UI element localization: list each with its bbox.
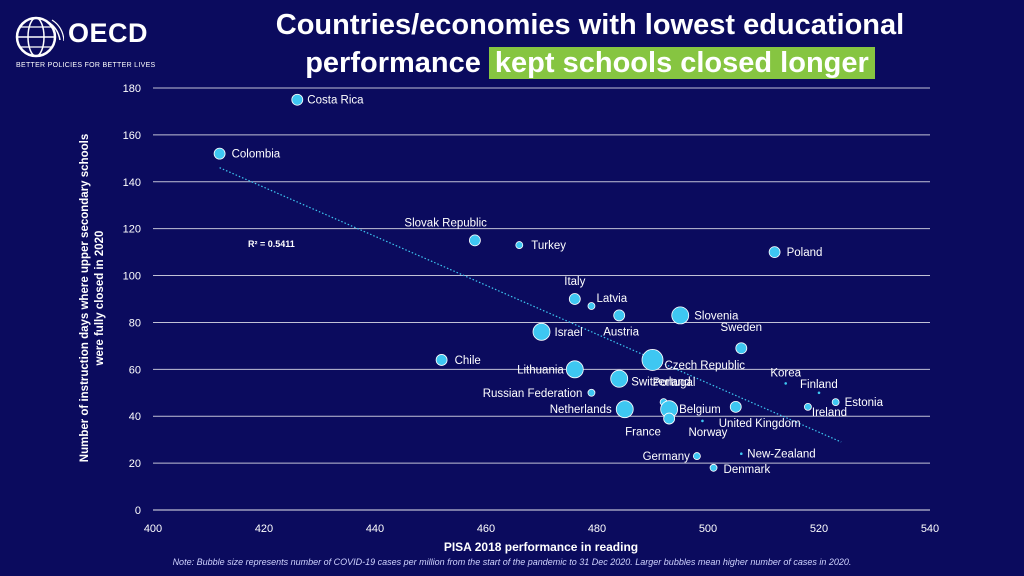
point-finland bbox=[817, 391, 821, 395]
y-tick-80: 80 bbox=[129, 317, 141, 329]
point-label-finland: Finland bbox=[800, 379, 838, 391]
point-denmark bbox=[709, 463, 718, 472]
point-label-switzerland: Switzerland bbox=[631, 377, 690, 389]
y-tick-0: 0 bbox=[135, 505, 141, 517]
x-axis-label: PISA 2018 performance in reading bbox=[444, 540, 638, 554]
point-new-zealand bbox=[740, 452, 743, 456]
y-tick-40: 40 bbox=[129, 411, 141, 423]
point-label-lithuania: Lithuania bbox=[517, 364, 564, 376]
point-label-slovenia: Slovenia bbox=[694, 310, 739, 322]
point-label-chile: Chile bbox=[455, 355, 481, 367]
point-israel bbox=[532, 322, 551, 341]
x-tick-520: 520 bbox=[810, 523, 828, 535]
point-label-norway: Norway bbox=[688, 427, 727, 439]
r-squared-label: R² = 0.5411 bbox=[248, 239, 295, 249]
point-label-portugal: Portugal bbox=[653, 377, 696, 389]
point-czech-republic bbox=[641, 349, 664, 371]
x-tick-440: 440 bbox=[366, 523, 384, 535]
logo-wordmark: OECD bbox=[68, 18, 149, 48]
point-chile bbox=[435, 354, 448, 366]
y-tick-120: 120 bbox=[123, 224, 141, 236]
x-tick-480: 480 bbox=[588, 523, 606, 535]
x-tick-460: 460 bbox=[477, 523, 495, 535]
point-label-poland: Poland bbox=[787, 247, 823, 259]
footnote: Note: Bubble size represents number of C… bbox=[172, 557, 852, 567]
gridlines bbox=[153, 87, 930, 511]
point-costa-rica bbox=[291, 93, 304, 106]
y-tick-60: 60 bbox=[129, 364, 141, 376]
point-norway bbox=[701, 419, 704, 423]
point-label-austria: Austria bbox=[603, 326, 639, 338]
point-label-costa-rica: Costa Rica bbox=[307, 95, 364, 107]
point-label-italy: Italy bbox=[564, 276, 585, 288]
trendline bbox=[219, 167, 842, 443]
y-tick-180: 180 bbox=[123, 83, 141, 95]
y-tick-100: 100 bbox=[123, 271, 141, 283]
point-label-slovak-republic: Slovak Republic bbox=[404, 217, 487, 229]
point-colombia bbox=[213, 147, 226, 160]
point-label-netherlands: Netherlands bbox=[550, 404, 612, 416]
point-label-united-kingdom: United Kingdom bbox=[719, 418, 801, 430]
data-points: Costa Rica Colombia Slovak Republic Turkey P… bbox=[213, 93, 884, 476]
point-label-latvia: Latvia bbox=[596, 293, 627, 305]
point-turkey bbox=[515, 241, 524, 249]
title-line-2: performance kept schools closed longer bbox=[210, 44, 970, 82]
point-germany bbox=[693, 452, 701, 460]
y-axis-label-line-2: were fully closed in 2020 bbox=[94, 231, 106, 367]
oecd-globe-icon bbox=[15, 16, 64, 58]
x-tick-420: 420 bbox=[255, 523, 273, 535]
point-sweden bbox=[735, 342, 748, 355]
point-label-belgium: Belgium bbox=[679, 404, 721, 416]
point-label-turkey: Turkey bbox=[531, 240, 566, 252]
point-label-estonia: Estonia bbox=[845, 397, 884, 409]
title-line-2-plain: performance bbox=[305, 47, 481, 79]
point-label-israel: Israel bbox=[555, 327, 583, 339]
logo-tagline: BETTER POLICIES FOR BETTER LIVES bbox=[16, 62, 156, 69]
page-title: Countries/economies with lowest educatio… bbox=[210, 6, 970, 82]
point-label-czech-republic: Czech Republic bbox=[665, 360, 746, 372]
point-switzerland bbox=[610, 369, 629, 388]
title-highlight: kept schools closed longer bbox=[488, 47, 875, 79]
y-tick-140: 140 bbox=[123, 177, 141, 189]
point-poland bbox=[768, 246, 781, 259]
point-italy bbox=[568, 293, 581, 305]
oecd-logo: OECD BETTER POLICIES FOR BETTER LIVES bbox=[14, 14, 194, 70]
y-tick-20: 20 bbox=[129, 458, 141, 470]
x-tick-500: 500 bbox=[699, 523, 717, 535]
point-russian-federation bbox=[587, 388, 596, 397]
point-korea bbox=[784, 382, 787, 385]
y-tick-160: 160 bbox=[123, 130, 141, 142]
point-label-france: France bbox=[625, 427, 661, 439]
point-latvia bbox=[587, 302, 596, 310]
point-label-ireland: Ireland bbox=[812, 407, 847, 419]
point-slovenia bbox=[671, 306, 690, 325]
point-label-sweden: Sweden bbox=[721, 322, 763, 334]
title-line-1: Countries/economies with lowest educatio… bbox=[275, 9, 905, 41]
point-label-korea: Korea bbox=[770, 367, 801, 379]
point-netherlands bbox=[615, 400, 634, 419]
x-tick-labels: 400 420 440 460 480 500 520 540 bbox=[144, 523, 939, 535]
point-lithuania bbox=[565, 360, 584, 379]
point-united-kingdom bbox=[729, 400, 742, 413]
y-tick-labels: 0 20 40 60 80 100 120 140 160 180 bbox=[123, 83, 141, 517]
x-tick-540: 540 bbox=[921, 523, 939, 535]
point-label-russian-federation: Russian Federation bbox=[483, 388, 583, 400]
x-tick-400: 400 bbox=[144, 523, 162, 535]
point-austria bbox=[613, 309, 626, 322]
point-label-new-zealand: New-Zealand bbox=[747, 449, 815, 461]
y-axis-label-line-1: Number of instruction days where upper s… bbox=[79, 134, 91, 462]
point-label-denmark: Denmark bbox=[724, 464, 771, 476]
point-estonia bbox=[831, 398, 840, 407]
point-slovak-republic bbox=[468, 234, 481, 247]
point-ireland bbox=[804, 402, 812, 411]
point-label-germany: Germany bbox=[643, 451, 691, 463]
point-label-colombia: Colombia bbox=[232, 149, 281, 161]
point-france bbox=[663, 412, 676, 425]
